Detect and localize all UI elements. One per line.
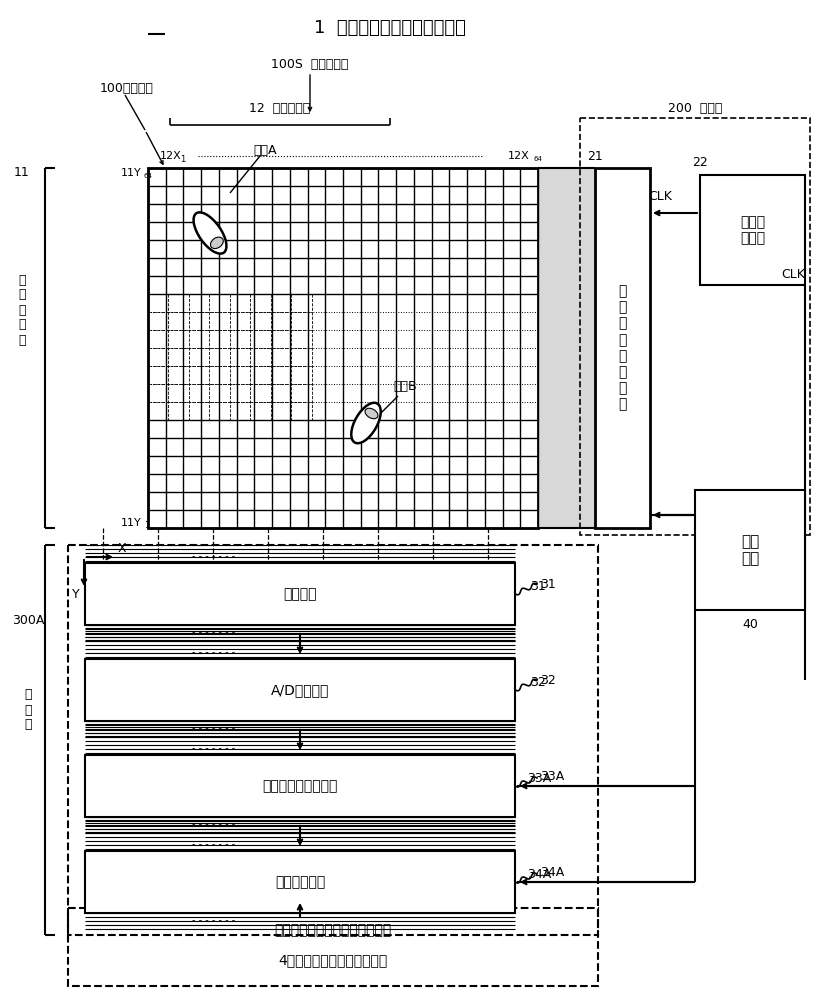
Text: - - - - - - -: - - - - - - - [192, 628, 236, 638]
Text: 33A: 33A [527, 772, 551, 784]
Text: - - - - - - -: - - - - - - - [192, 819, 236, 829]
Text: 12  接收导体组: 12 接收导体组 [249, 102, 311, 114]
Text: 用户A: 用户A [253, 143, 276, 156]
Text: 100传感器部: 100传感器部 [100, 82, 154, 95]
Text: 300A: 300A [12, 613, 45, 626]
Bar [85, 563, 515, 625]
Text: 11: 11 [14, 165, 30, 178]
Text: A/D转换电路: A/D转换电路 [271, 683, 329, 697]
Text: CLK: CLK [781, 268, 805, 282]
Text: - - - - - - -: - - - - - - - [192, 627, 236, 637]
Bar [595, 168, 650, 528]
Text: 11Y: 11Y [121, 518, 142, 528]
Text: 1: 1 [180, 154, 186, 163]
Text: - - - - - - -: - - - - - - - [192, 551, 236, 561]
Text: 32: 32 [530, 676, 546, 688]
Bar [700, 175, 805, 285]
Text: 接
收
部: 接 收 部 [24, 688, 31, 732]
Text: 向显示控制装置（计算机装置）: 向显示控制装置（计算机装置） [275, 923, 392, 937]
Bar [68, 908, 598, 986]
Text: 64: 64 [533, 156, 542, 162]
Text: 34A: 34A [540, 865, 564, 879]
Text: 控制
电路: 控制 电路 [741, 534, 759, 566]
Bar [85, 659, 515, 721]
Text: 31: 31 [530, 580, 546, 592]
Text: 22: 22 [692, 156, 708, 169]
Bar [85, 755, 515, 817]
Ellipse shape [194, 212, 226, 254]
Text: X: X [118, 542, 126, 556]
Text: 40: 40 [742, 617, 758, 631]
Bar [85, 851, 515, 913]
Bar [68, 545, 598, 935]
Bar [538, 168, 595, 528]
Ellipse shape [210, 237, 224, 249]
Text: 64: 64 [144, 173, 153, 179]
Text: 12X: 12X [508, 151, 530, 161]
Ellipse shape [365, 408, 378, 419]
Text: 31: 31 [540, 578, 556, 590]
Text: 1: 1 [144, 520, 149, 530]
Text: - - - - - - -: - - - - - - - [192, 647, 236, 657]
Ellipse shape [351, 403, 381, 443]
Text: 发
送
导
体
组: 发 送 导 体 组 [18, 273, 26, 347]
Text: 4供给各用户的指示位置信息: 4供给各用户的指示位置信息 [278, 953, 388, 967]
Text: - - - - - - -: - - - - - - - [192, 723, 236, 733]
Text: 放大电路: 放大电路 [283, 587, 317, 601]
Bar [580, 118, 810, 535]
Text: 1  多点接触且多用户检测装置: 1 多点接触且多用户检测装置 [314, 19, 466, 37]
Text: 21: 21 [587, 149, 602, 162]
Text: CLK: CLK [648, 190, 672, 204]
Text: 34A: 34A [527, 867, 551, 880]
Text: Y: Y [73, 588, 80, 601]
Text: 100S  指示输入面: 100S 指示输入面 [271, 58, 349, 72]
Bar [148, 168, 538, 528]
Text: 11Y: 11Y [121, 168, 142, 178]
Text: 发
送
信
号
供
给
电
路: 发 送 信 号 供 给 电 路 [618, 284, 627, 412]
Text: - - - - - - -: - - - - - - - [192, 724, 236, 734]
Text: 33A: 33A [540, 770, 564, 782]
Text: 用户及位置识别电路: 用户及位置识别电路 [262, 779, 337, 793]
Text: - - - - - - -: - - - - - - - [192, 743, 236, 753]
Text: 位置检测电路: 位置检测电路 [275, 875, 325, 889]
Text: - - - - - - -: - - - - - - - [192, 915, 236, 925]
Bar [695, 490, 805, 610]
Text: 用户B: 用户B [393, 379, 417, 392]
Text: 12X: 12X [160, 151, 182, 161]
Text: - - - - - - -: - - - - - - - [192, 820, 236, 830]
Text: 32: 32 [540, 674, 556, 686]
Text: 200  发送部: 200 发送部 [667, 102, 722, 114]
Text: - - - - - - -: - - - - - - - [192, 839, 236, 849]
Text: 时钟产
生电路: 时钟产 生电路 [740, 215, 765, 245]
